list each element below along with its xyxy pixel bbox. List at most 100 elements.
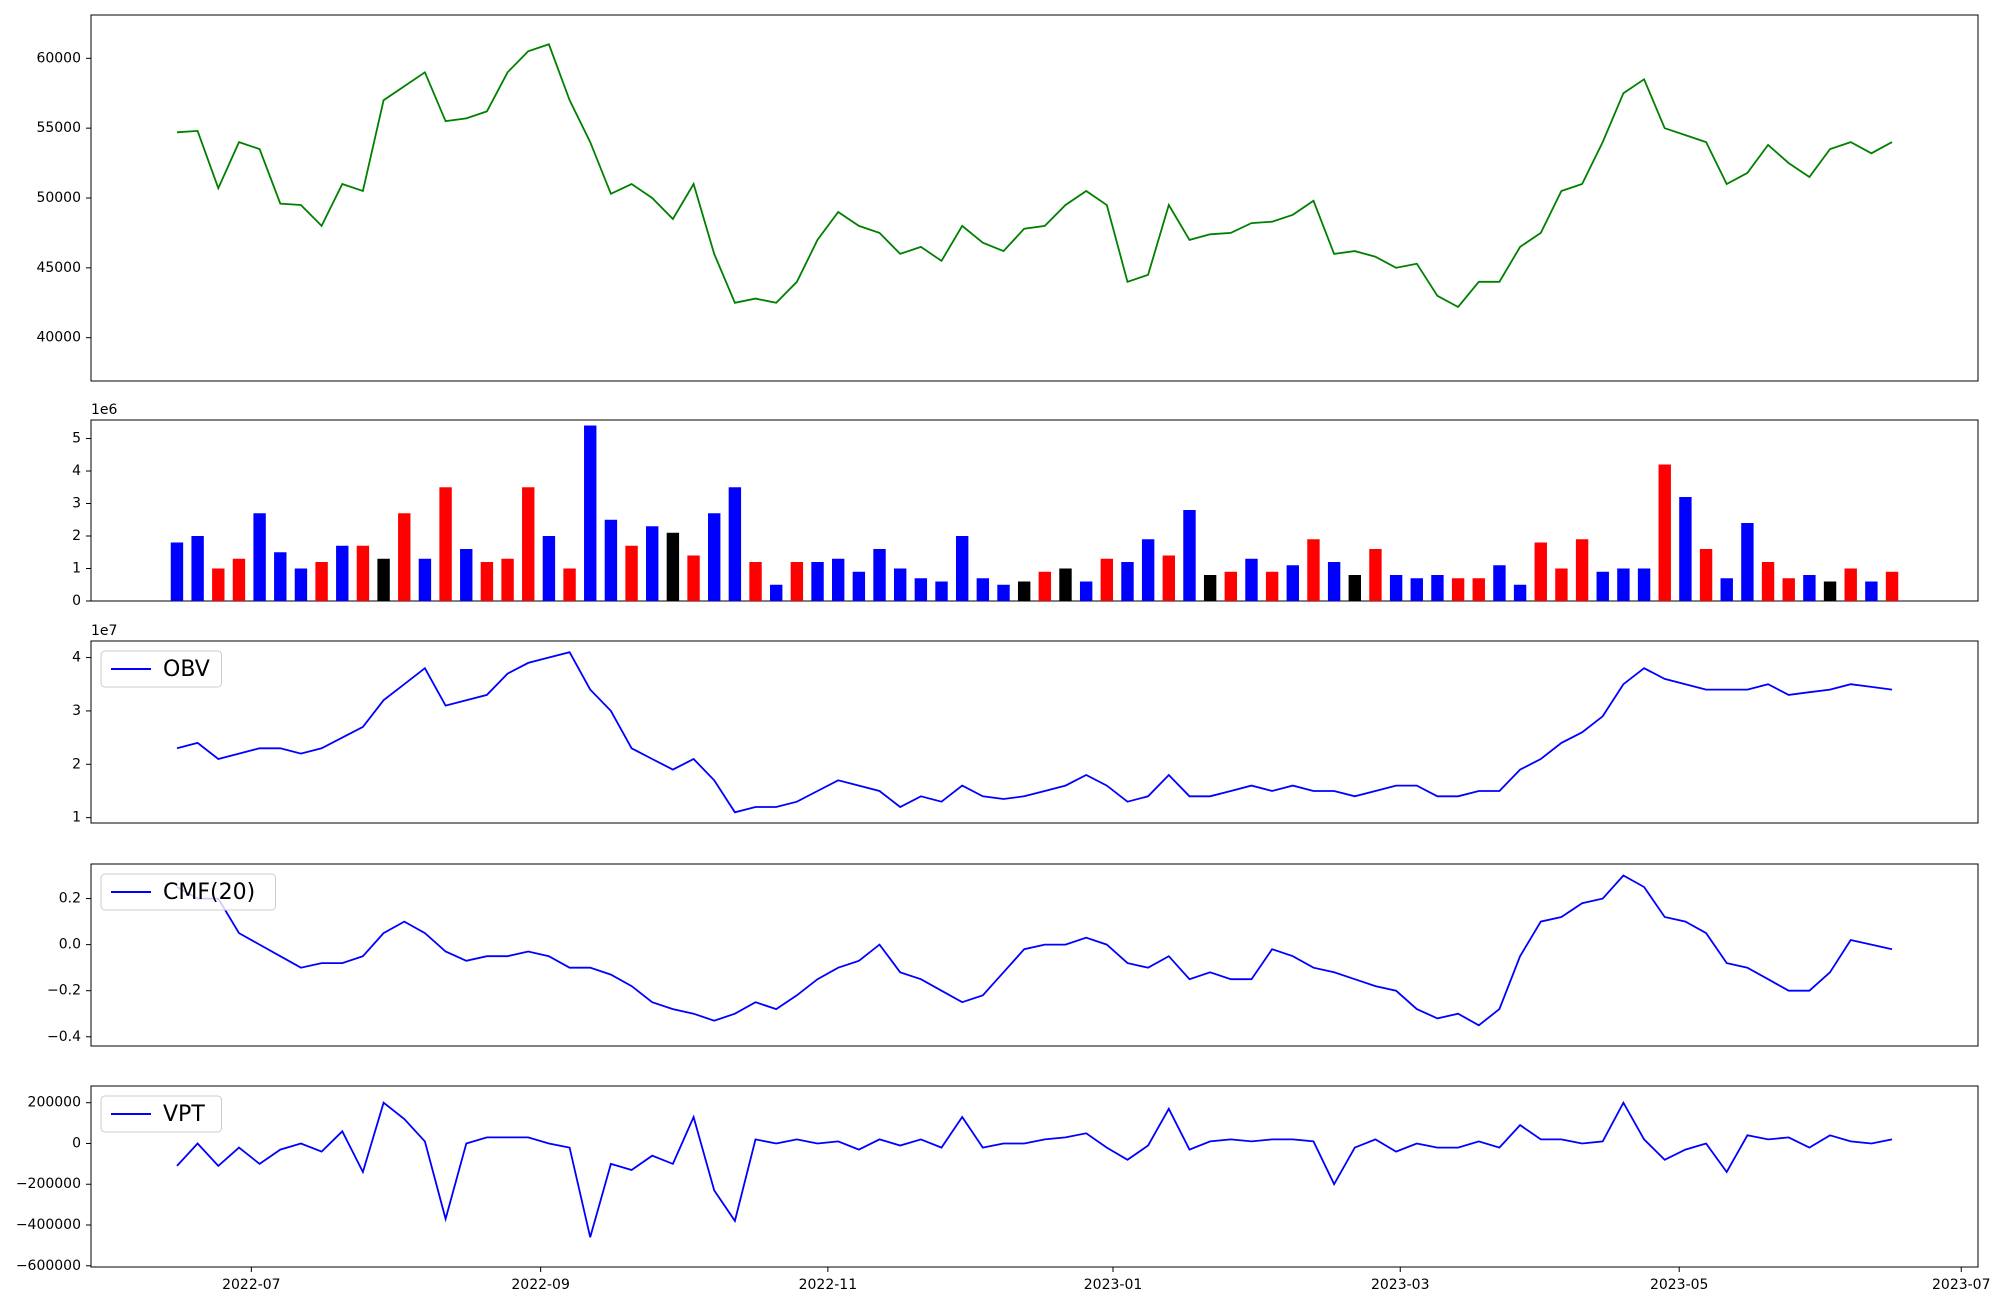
bar (191, 536, 204, 601)
y-tick-label: 0.0 (59, 937, 81, 953)
bar (1555, 568, 1568, 601)
y-tick-label: 2 (72, 756, 81, 772)
y-tick-label: 0 (72, 1135, 81, 1151)
y-tick-label: 40000 (36, 330, 81, 346)
bar (1348, 575, 1361, 601)
bar (873, 549, 886, 601)
bar (460, 549, 473, 601)
bar (831, 558, 845, 601)
bar (377, 558, 390, 601)
bar (1245, 558, 1258, 601)
bar (501, 558, 514, 601)
bar (1121, 562, 1134, 601)
bar (1451, 578, 1465, 601)
bar (852, 571, 866, 601)
bar (646, 526, 659, 601)
bar (914, 578, 928, 601)
line-series (176, 651, 1893, 814)
bar (356, 545, 370, 601)
bar (1183, 510, 1196, 601)
bar (1327, 562, 1341, 601)
y-tick-label: 0.2 (59, 891, 81, 907)
x-tick-label: 2022-11 (799, 1277, 858, 1293)
bar (1410, 578, 1423, 601)
bar (418, 558, 432, 601)
bar (1699, 549, 1713, 601)
bar (1472, 578, 1485, 601)
bar (439, 487, 452, 601)
bar (955, 536, 969, 601)
bar (1038, 571, 1052, 601)
bar (1059, 568, 1072, 601)
bar (542, 536, 556, 601)
bar (212, 568, 225, 601)
bar (1389, 575, 1403, 601)
bar (1079, 581, 1093, 601)
legend: CMF(20) (100, 873, 276, 911)
panel-frame (90, 1085, 1979, 1268)
bar (315, 562, 328, 601)
panel-frame (90, 640, 1979, 824)
legend-label: OBV (163, 657, 210, 682)
x-tick-label: 2023-05 (1650, 1277, 1709, 1293)
bar (1431, 575, 1444, 601)
y-tick-label: 5 (72, 431, 81, 447)
bar (1493, 565, 1506, 601)
bar (625, 545, 638, 601)
legend-box (100, 873, 276, 911)
y-tick-label: −600000 (16, 1258, 81, 1274)
bar (1865, 581, 1878, 601)
y-tick-label: 200000 (28, 1095, 81, 1111)
y-tick-label: 3 (72, 703, 81, 719)
bar (1017, 581, 1031, 601)
bar (563, 568, 576, 601)
bar (1224, 571, 1238, 601)
bar (1513, 584, 1527, 601)
legend-box (100, 650, 222, 688)
x-tick-label: 2023-01 (1084, 1277, 1143, 1293)
line-series (176, 874, 1893, 1027)
panel-frame (90, 419, 1979, 602)
bar (976, 578, 990, 601)
x-tick-label: 2022-09 (511, 1277, 570, 1293)
y-tick-label: 1 (72, 810, 81, 826)
bar (1203, 575, 1217, 601)
bar (1307, 539, 1320, 601)
bar (1596, 571, 1609, 601)
bar (253, 513, 266, 601)
bar (1141, 539, 1155, 601)
bar (666, 532, 680, 601)
bar (274, 552, 287, 601)
bar (708, 513, 721, 601)
y-tick-label: 1 (72, 561, 81, 577)
bar (1658, 464, 1671, 601)
line-series (176, 1100, 1893, 1238)
y-tick-label: 2 (72, 528, 81, 544)
y-tick-label: 4 (72, 463, 81, 479)
legend: VPT (100, 1095, 222, 1133)
bar (1286, 565, 1299, 601)
bar (1162, 555, 1176, 601)
bar (1844, 568, 1857, 601)
bar (336, 545, 349, 601)
bar (935, 581, 948, 601)
bar (294, 568, 308, 601)
x-tick-label: 2023-07 (1932, 1277, 1991, 1293)
bar (687, 555, 700, 601)
legend-label: VPT (163, 1102, 205, 1127)
x-tick-label: 2023-03 (1371, 1277, 1430, 1293)
legend-label: CMF(20) (163, 880, 255, 905)
panel-frame (90, 14, 1979, 382)
y-tick-label: −0.4 (47, 1029, 81, 1045)
line-series (176, 43, 1893, 309)
legend-box (100, 1095, 222, 1133)
bar (398, 513, 411, 601)
bar (480, 562, 494, 601)
bar (728, 487, 742, 601)
x-tick-label: 2022-07 (222, 1277, 281, 1293)
y-tick-label: 45000 (36, 260, 81, 276)
bar (790, 562, 804, 601)
bar (1720, 578, 1733, 601)
y-tick-label: 4 (72, 650, 81, 666)
